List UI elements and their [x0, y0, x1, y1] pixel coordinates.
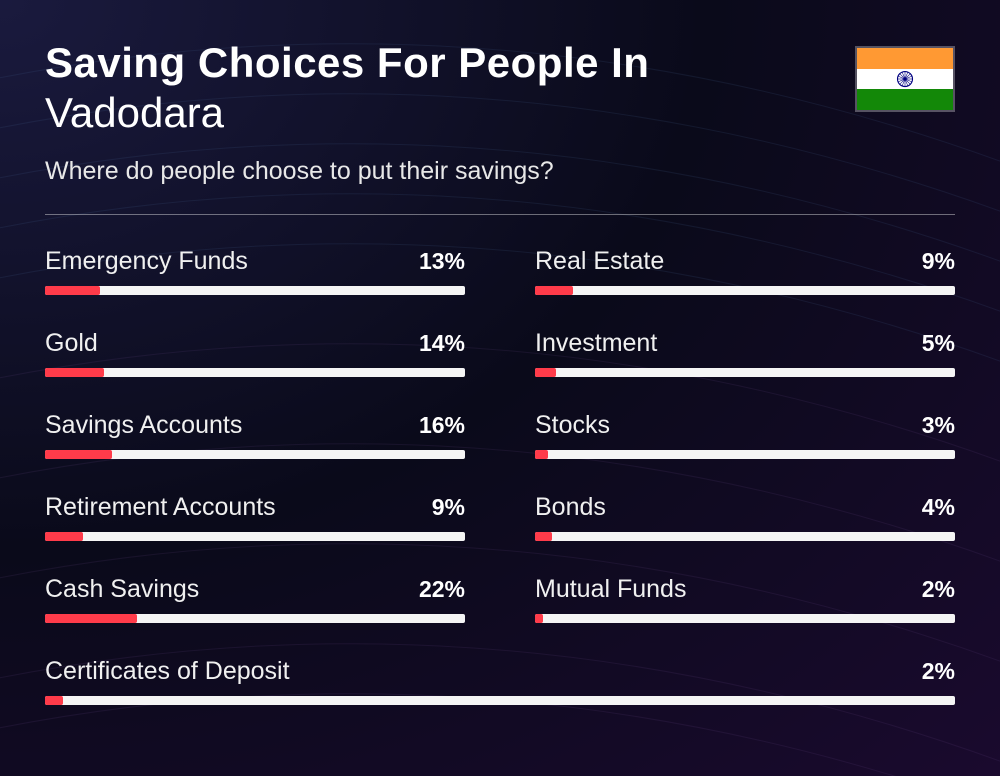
bar-fill: [535, 532, 552, 541]
bar-fill: [535, 368, 556, 377]
bar-label: Gold: [45, 329, 98, 358]
india-flag-icon: [855, 46, 955, 112]
ashoka-chakra-icon: [896, 70, 914, 88]
bar-value: 13%: [419, 248, 465, 275]
bar-fill: [45, 614, 137, 623]
title-city: Vadodara: [45, 88, 855, 138]
bar-label: Emergency Funds: [45, 247, 248, 276]
bar-track: [535, 286, 955, 295]
bar-value: 16%: [419, 412, 465, 439]
bar-fill: [45, 450, 112, 459]
bar-fill: [45, 286, 100, 295]
bar-item: Stocks 3%: [535, 411, 955, 459]
bar-track: [45, 696, 955, 705]
bar-item: Bonds 4%: [535, 493, 955, 541]
divider: [45, 214, 955, 215]
bar-track: [535, 450, 955, 459]
bar-track: [535, 614, 955, 623]
bar-item: Certificates of Deposit 2%: [45, 657, 955, 705]
bar-value: 14%: [419, 330, 465, 357]
bar-item: Cash Savings 22%: [45, 575, 465, 623]
bar-item: Real Estate 9%: [535, 247, 955, 295]
bar-track: [45, 614, 465, 623]
bar-label: Cash Savings: [45, 575, 199, 604]
subtitle: Where do people choose to put their savi…: [45, 157, 955, 186]
title-main: Saving Choices For People In: [45, 40, 855, 86]
bar-value: 2%: [922, 658, 955, 685]
bar-label: Mutual Funds: [535, 575, 686, 604]
bar-label: Investment: [535, 329, 657, 358]
bar-item: Gold 14%: [45, 329, 465, 377]
bar-value: 3%: [922, 412, 955, 439]
bar-fill: [535, 450, 548, 459]
bar-fill: [45, 368, 104, 377]
bar-item: Retirement Accounts 9%: [45, 493, 465, 541]
bar-value: 2%: [922, 576, 955, 603]
bar-track: [45, 532, 465, 541]
bar-item: Investment 5%: [535, 329, 955, 377]
bar-track: [535, 532, 955, 541]
bar-value: 5%: [922, 330, 955, 357]
bar-label: Certificates of Deposit: [45, 657, 290, 686]
bar-fill: [45, 696, 63, 705]
bar-track: [45, 368, 465, 377]
flag-white: [857, 69, 953, 90]
bar-value: 9%: [922, 248, 955, 275]
bar-label: Bonds: [535, 493, 606, 522]
bar-track: [535, 368, 955, 377]
bar-track: [45, 286, 465, 295]
bar-item: Savings Accounts 16%: [45, 411, 465, 459]
bars-grid: Emergency Funds 13% Real Estate 9% Gold 14% In…: [45, 247, 955, 705]
flag-green: [857, 89, 953, 110]
bar-item: Emergency Funds 13%: [45, 247, 465, 295]
bar-label: Stocks: [535, 411, 610, 440]
bar-value: 22%: [419, 576, 465, 603]
bar-value: 9%: [432, 494, 465, 521]
bar-fill: [535, 286, 573, 295]
bar-fill: [45, 532, 83, 541]
header: Saving Choices For People In Vadodara: [45, 40, 955, 215]
bar-track: [45, 450, 465, 459]
bar-label: Real Estate: [535, 247, 664, 276]
flag-saffron: [857, 48, 953, 69]
bar-fill: [535, 614, 543, 623]
bar-label: Retirement Accounts: [45, 493, 276, 522]
bar-item: Mutual Funds 2%: [535, 575, 955, 623]
bar-value: 4%: [922, 494, 955, 521]
bar-label: Savings Accounts: [45, 411, 242, 440]
